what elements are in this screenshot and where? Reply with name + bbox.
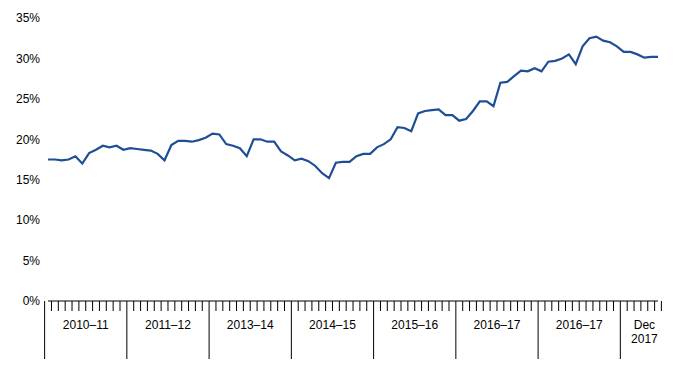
svg-text:25%: 25% xyxy=(16,92,40,106)
svg-text:15%: 15% xyxy=(16,173,40,187)
svg-text:2016–17: 2016–17 xyxy=(556,318,603,332)
svg-text:2014–15: 2014–15 xyxy=(309,318,356,332)
svg-text:10%: 10% xyxy=(16,213,40,227)
svg-text:20%: 20% xyxy=(16,133,40,147)
svg-text:35%: 35% xyxy=(16,11,40,25)
svg-text:2015–16: 2015–16 xyxy=(391,318,438,332)
svg-text:2011–12: 2011–12 xyxy=(145,318,191,332)
svg-text:5%: 5% xyxy=(23,254,41,268)
svg-text:2016–17: 2016–17 xyxy=(474,318,521,332)
svg-text:Dec2017: Dec2017 xyxy=(631,318,658,346)
svg-text:2013–14: 2013–14 xyxy=(227,318,274,332)
svg-text:0%: 0% xyxy=(23,294,41,308)
svg-text:2010–11: 2010–11 xyxy=(63,318,109,332)
svg-text:30%: 30% xyxy=(16,52,40,66)
